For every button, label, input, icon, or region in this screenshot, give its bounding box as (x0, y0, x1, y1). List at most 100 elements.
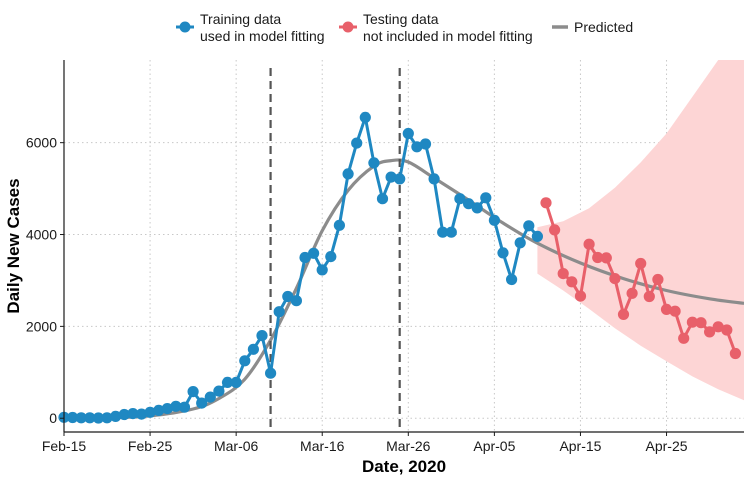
training-point (523, 220, 535, 232)
training-point (342, 168, 354, 180)
testing-point (721, 324, 733, 336)
testing-point (712, 321, 724, 333)
training-point (273, 306, 285, 318)
legend-label-predicted: Predicted (574, 19, 633, 35)
training-point (463, 198, 475, 210)
legend-item-training: Training data used in model fitting (176, 11, 325, 44)
training-point (480, 192, 492, 204)
testing-point (695, 317, 707, 329)
training-point (359, 111, 371, 123)
x-tick-label: Apr-25 (646, 438, 688, 454)
testing-point (669, 305, 681, 317)
testing-point (626, 287, 638, 299)
x-axis-title: Date, 2020 (362, 457, 446, 476)
testing-point (686, 316, 699, 328)
testing-point (635, 257, 647, 270)
training-point (437, 226, 449, 238)
training-point (75, 412, 87, 424)
training-point (385, 171, 397, 183)
testing-point (557, 268, 569, 280)
training-point (531, 230, 544, 242)
training-point (316, 264, 328, 276)
training-point (419, 138, 432, 150)
training-point (256, 330, 268, 342)
training-point (127, 408, 139, 420)
prediction-interval-band (537, 60, 744, 401)
testing-point (609, 273, 621, 285)
training-point (514, 237, 526, 249)
testing-point (540, 197, 552, 209)
legend-item-testing: Testing data not included in model fitti… (339, 11, 533, 44)
x-tick-label: Apr-05 (473, 438, 515, 454)
y-tick-label: 6000 (26, 135, 57, 151)
testing-point (704, 326, 716, 338)
training-point (187, 386, 199, 398)
training-point (92, 412, 104, 424)
x-tick-label: Feb-25 (128, 438, 173, 454)
testing-point (643, 290, 655, 303)
training-point (325, 251, 337, 263)
testing-point (678, 332, 690, 344)
testing-point (652, 273, 664, 286)
training-point (411, 141, 423, 153)
training-point (110, 410, 122, 422)
y-tick-label: 2000 (26, 318, 57, 334)
training-point (144, 406, 156, 418)
x-tick-label: Mar-06 (214, 438, 259, 454)
testing-point (566, 276, 578, 288)
training-point (213, 385, 225, 397)
training-point (471, 202, 483, 214)
training-point (178, 401, 191, 413)
legend-label-testing-line2: not included in model fitting (363, 28, 533, 44)
training-point (221, 376, 234, 388)
training-point (333, 219, 345, 231)
training-point (308, 247, 320, 259)
legend-label-training-line2: used in model fitting (200, 28, 325, 44)
legend-marker-testing (342, 21, 354, 33)
testing-point (592, 251, 604, 264)
training-point (376, 193, 389, 205)
training-point (428, 173, 440, 185)
legend-label-training-line1: Training data (200, 11, 281, 27)
training-point (135, 408, 148, 420)
x-tick-label: Mar-26 (386, 438, 431, 454)
training-line (63, 115, 539, 420)
training-point (239, 355, 251, 367)
training-point (101, 412, 113, 424)
testing-point (549, 224, 561, 236)
training-point (506, 273, 518, 286)
testing-point (617, 308, 630, 320)
training-point (497, 247, 509, 259)
legend: Training data used in model fitting Test… (176, 11, 633, 44)
testing-point (600, 252, 612, 264)
training-point (170, 400, 182, 412)
training-point (394, 173, 406, 185)
training-point (351, 137, 363, 149)
legend-marker-training (179, 21, 191, 33)
training-point (488, 214, 500, 226)
training-point (204, 391, 216, 403)
training-point (445, 226, 457, 238)
y-tick-label: 4000 (26, 227, 57, 243)
training-point (67, 411, 79, 424)
training-point (84, 412, 96, 424)
training-point (230, 376, 242, 388)
training-point (299, 251, 311, 264)
training-point (454, 193, 466, 205)
training-point (196, 397, 208, 409)
x-tick-label: Apr-15 (559, 438, 601, 454)
y-axis-title: Daily New Cases (4, 178, 23, 313)
training-point (402, 127, 414, 140)
training-point (368, 157, 380, 169)
training-point (161, 403, 173, 415)
training-point (153, 404, 165, 416)
x-tick-label: Feb-15 (42, 438, 87, 454)
x-tick-label: Mar-16 (300, 438, 345, 454)
testing-point (583, 238, 595, 250)
plot-area: 0 2000 4000 6000 Feb-15 Feb-25 Mar-06 Mar-16 Mar… (26, 60, 744, 454)
training-point (290, 295, 302, 307)
training-point (118, 408, 130, 421)
legend-label-testing-line1: Testing data (363, 11, 439, 27)
testing-point (729, 347, 742, 360)
